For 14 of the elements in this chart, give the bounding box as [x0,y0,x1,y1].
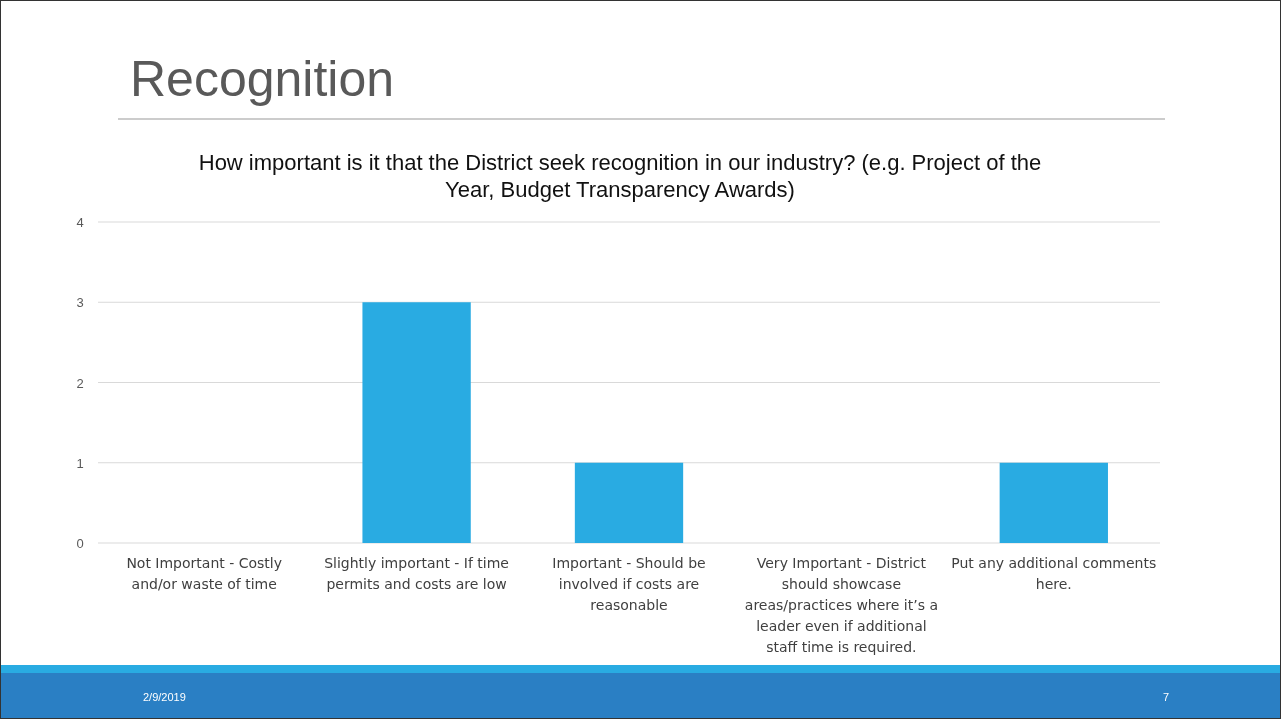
y-tick-label: 3 [76,295,84,311]
text: 7 [1162,691,1170,703]
x-tick-label: Put any additional comments here. [951,555,1157,592]
y-tick-label: 4 [76,215,84,230]
text: 2/9/2019 [143,691,186,703]
x-tick-label: Very Important - District should showcase areas/practices where it’s a leader even if additional staff time is required. [744,555,938,655]
chart-title: Recognition [130,51,395,107]
y-tick-label: 0 [76,536,84,551]
chart-subtitle: How important is it that the District seek recognition in our industry? (e.g. Project of the Year, Budget Transparency Awards) [198,150,1042,202]
y-tick-label: 2 [76,375,84,391]
x-tick-label: Not Important - Costly and/or waste of time [126,555,283,592]
x-tick-label: Important - Should be involved if costs are reasonable [552,555,706,613]
x-tick-label: Slightly important - If time permits and costs are low [324,555,509,592]
y-tick-label: 1 [76,455,84,471]
